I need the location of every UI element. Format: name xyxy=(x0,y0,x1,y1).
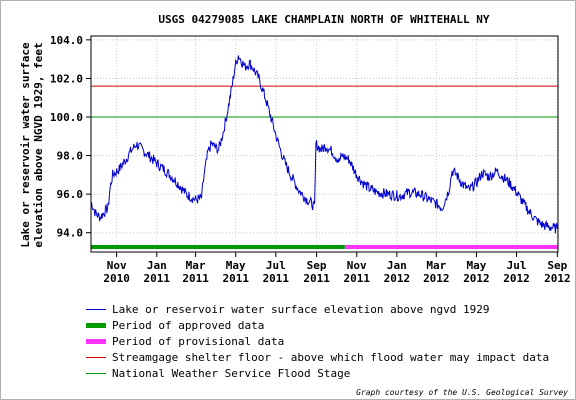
x-tick-label-month: May xyxy=(226,259,246,272)
x-tick-label-month: Sep xyxy=(547,259,567,272)
legend-label: National Weather Service Flood Stage xyxy=(112,366,351,380)
x-tick-label-month: Mar xyxy=(426,259,446,272)
legend-swatch xyxy=(86,308,106,310)
x-tick-label-year: 2011 xyxy=(263,272,290,285)
legend-label: Lake or reservoir water surface elevatio… xyxy=(112,302,490,316)
x-tick-label-year: 2012 xyxy=(463,272,490,285)
y-tick-label: 102.0 xyxy=(50,72,83,85)
x-tick-label-month: Nov xyxy=(347,259,367,272)
x-tick-label-month: May xyxy=(467,259,487,272)
y-tick-label: 96.0 xyxy=(57,188,84,201)
x-tick-label-year: 2011 xyxy=(182,272,209,285)
y-axis-label-line1: Lake or reservoir water surface xyxy=(19,42,32,248)
chart-title: USGS 04279085 LAKE CHAMPLAIN NORTH OF WH… xyxy=(158,13,490,26)
legend-item: Period of approved data xyxy=(86,317,264,333)
x-tick-label-month: Nov xyxy=(107,259,127,272)
legend-swatch xyxy=(86,372,106,374)
plot-border xyxy=(90,35,559,253)
y-tick-label: 100.0 xyxy=(50,111,83,124)
x-tick-label-month: Jul xyxy=(266,259,286,272)
legend-item: Streamgage shelter floor - above which f… xyxy=(86,349,549,365)
y-tick-label: 104.0 xyxy=(50,34,83,47)
legend-label: Period of provisional data xyxy=(112,334,285,348)
y-axis-label-line2: elevation above NGVD 1929, feet xyxy=(32,42,45,247)
x-tick-label-year: 2011 xyxy=(222,272,249,285)
credit-text: Graph courtesy of the U.S. Geological Su… xyxy=(356,388,568,397)
legend-item: National Weather Service Flood Stage xyxy=(86,365,350,381)
legend-swatch xyxy=(86,356,106,358)
legend-label: Period of approved data xyxy=(112,318,265,332)
legend-swatch xyxy=(86,338,106,344)
legend-swatch xyxy=(86,322,106,328)
y-tick-label: 98.0 xyxy=(57,150,84,163)
x-tick-label-year: 2012 xyxy=(503,272,530,285)
x-tick-label-year: 2011 xyxy=(343,272,370,285)
x-tick-label-month: Mar xyxy=(186,259,206,272)
period-bar xyxy=(91,245,345,249)
x-tick-label-month: Sep xyxy=(307,259,327,272)
legend-label: Streamgage shelter floor - above which f… xyxy=(112,350,550,364)
period-bar xyxy=(344,245,558,249)
x-tick-label-year: 2012 xyxy=(384,272,411,285)
series-line xyxy=(90,55,558,234)
legend-item: Period of provisional data xyxy=(86,333,284,349)
x-tick-label-year: 2012 xyxy=(544,272,571,285)
x-tick-label-year: 2011 xyxy=(303,272,330,285)
x-tick-label-year: 2010 xyxy=(103,272,130,285)
x-tick-label-month: Jan xyxy=(387,259,407,272)
legend-item: Lake or reservoir water surface elevatio… xyxy=(86,301,490,317)
y-tick-label: 94.0 xyxy=(57,227,84,240)
x-tick-label-year: 2012 xyxy=(423,272,450,285)
x-tick-label-month: Jan xyxy=(147,259,167,272)
x-tick-label-month: Jul xyxy=(507,259,527,272)
x-tick-label-year: 2011 xyxy=(144,272,171,285)
